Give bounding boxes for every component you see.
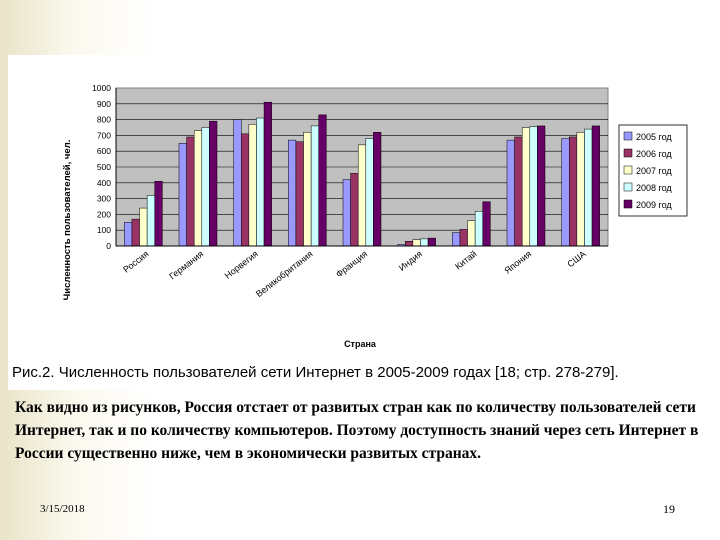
bar-6-series-3 xyxy=(412,239,421,247)
footer-date: 3/15/2018 xyxy=(40,503,85,515)
bar-5-series-1 xyxy=(342,179,351,247)
bar-7-series-4 xyxy=(474,210,483,247)
bar-9-series-1 xyxy=(561,138,570,247)
bar-2-series-1 xyxy=(178,143,187,247)
bar-3-series-1 xyxy=(233,119,242,247)
page-number: 19 xyxy=(663,502,675,516)
chart-figure: Россия Германия Норвегия Великобритания Фран… xyxy=(8,55,716,390)
bar-3-series-5 xyxy=(263,101,272,247)
legend-label: 2006 год xyxy=(636,149,672,159)
bar-7-series-5 xyxy=(482,201,491,247)
bar-8-series-1 xyxy=(506,139,515,247)
bar-8-series-2 xyxy=(514,136,523,247)
bar-1-series-2 xyxy=(131,218,140,247)
y-tick-label: 100 xyxy=(97,225,111,235)
bar-3-series-2 xyxy=(241,133,250,247)
bar-5-series-3 xyxy=(357,144,367,247)
x-tick-label: Япония xyxy=(502,249,533,276)
y-tick-label: 1000 xyxy=(92,83,111,93)
bar-3-series-4 xyxy=(256,117,265,247)
bar-1-series-5 xyxy=(154,180,163,247)
bar-5-series-4 xyxy=(365,138,374,247)
bar-1-series-1 xyxy=(124,222,133,247)
x-tick-label: Индия xyxy=(397,249,424,273)
bar-9-series-3 xyxy=(576,131,585,247)
bar-1-series-4 xyxy=(146,195,155,247)
y-axis-label: Численность пользователей, чел. xyxy=(62,140,73,301)
x-tick-label: США xyxy=(565,249,588,270)
y-tick-label: 600 xyxy=(97,146,111,156)
bar-4-series-5 xyxy=(318,114,327,247)
x-tick-label: Россия xyxy=(121,249,151,275)
legend-swatch xyxy=(623,165,633,175)
x-tick-label: Великобритания xyxy=(254,249,315,300)
bar-5-series-5 xyxy=(373,131,382,247)
legend-label: 2005 год xyxy=(636,132,672,142)
legend-swatch xyxy=(623,148,633,158)
legend-label: 2008 год xyxy=(636,183,672,193)
bar-9-series-2 xyxy=(569,136,578,247)
legend-swatch xyxy=(623,131,633,141)
figure-caption: Рис.2. Численность пользователей сети Ин… xyxy=(12,364,619,381)
bar-2-series-3 xyxy=(193,130,203,247)
bar-4-series-4 xyxy=(310,125,319,247)
bar-2-series-4 xyxy=(201,127,210,247)
y-tick-label: 0 xyxy=(106,241,111,251)
bar-8-series-5 xyxy=(537,125,546,247)
legend-label: 2007 год xyxy=(636,166,672,176)
y-tick-label: 400 xyxy=(97,178,111,188)
x-tick-label: Норвегия xyxy=(223,249,260,281)
y-tick-label: 300 xyxy=(97,194,111,204)
bar-9-series-4 xyxy=(584,128,593,247)
bar-6-series-5 xyxy=(427,237,436,247)
bar-6-series-2 xyxy=(405,241,414,247)
bar-2-series-5 xyxy=(209,120,218,247)
y-tick-label: 200 xyxy=(97,209,111,219)
y-tick-label: 900 xyxy=(97,99,111,109)
y-tick-label: 800 xyxy=(97,115,111,125)
bar-8-series-3 xyxy=(521,127,531,247)
bar-6-series-4 xyxy=(420,238,429,247)
y-tick-label: 500 xyxy=(97,162,111,172)
bar-4-series-3 xyxy=(303,131,312,247)
bar-4-series-2 xyxy=(295,141,304,247)
legend-swatch xyxy=(623,199,633,209)
x-axis-label: Страна xyxy=(344,339,377,349)
x-tick-label: Германия xyxy=(167,249,205,282)
x-tick-label: Китай xyxy=(453,249,478,272)
bar-1-series-3 xyxy=(139,207,148,247)
bar-4-series-1 xyxy=(288,139,297,247)
legend-label: 2009 год xyxy=(636,200,672,210)
bar-5-series-2 xyxy=(350,173,359,247)
bar-3-series-3 xyxy=(248,124,257,247)
bar-9-series-5 xyxy=(591,125,600,247)
y-tick-label: 700 xyxy=(97,130,111,140)
bar-7-series-3 xyxy=(467,220,476,247)
legend-swatch xyxy=(623,182,633,192)
body-paragraph: Как видно из рисунков, Россия отстает от… xyxy=(15,399,699,462)
x-tick-label: Франция xyxy=(334,249,369,280)
bar-7-series-2 xyxy=(459,229,468,247)
bar-8-series-4 xyxy=(529,126,538,247)
bar-2-series-2 xyxy=(186,136,195,247)
bar-7-series-1 xyxy=(452,232,461,247)
